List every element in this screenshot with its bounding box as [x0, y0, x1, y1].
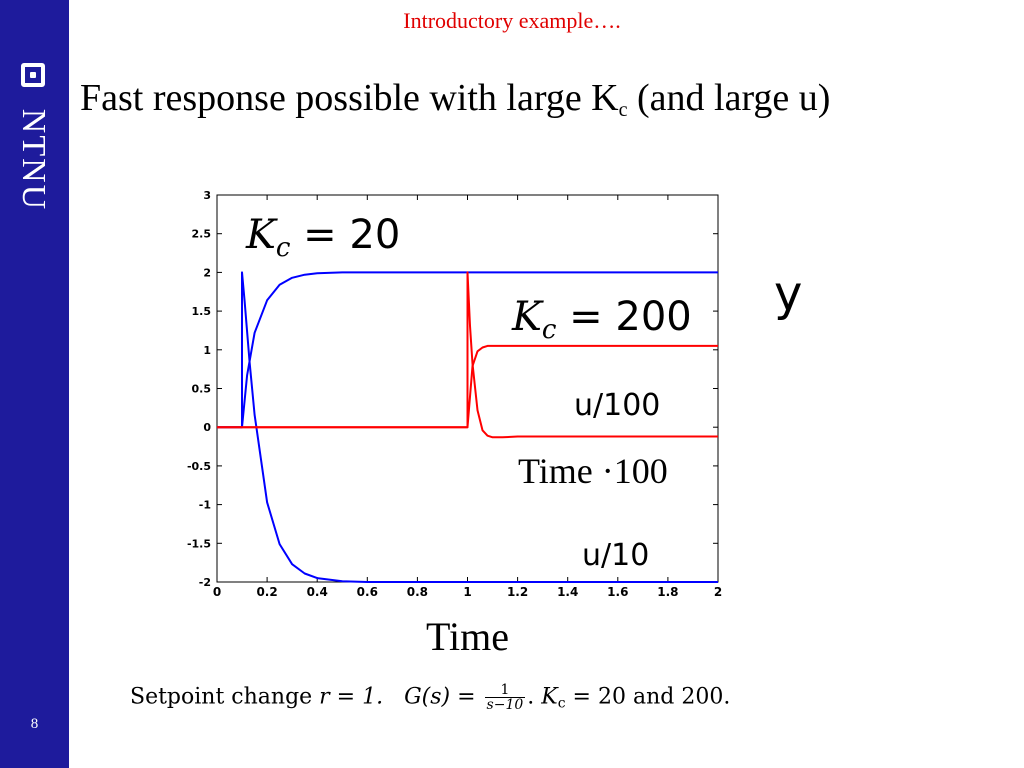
sidebar: NTNU 8: [0, 0, 69, 768]
title-subscript: c: [618, 99, 628, 121]
fraction-denominator: s−10: [486, 697, 524, 713]
section-title: Introductory example….: [403, 8, 621, 33]
title-tail: (and large u): [627, 77, 831, 119]
y-tick-label: -1.5: [187, 537, 211, 550]
x-tick-label: 1.2: [507, 585, 528, 599]
x-tick-label: 0.4: [307, 585, 328, 599]
x-axis-label: Time: [426, 614, 509, 659]
caption-kc-sub: c: [557, 695, 566, 712]
slide-title: Fast response possible with large Kc (an…: [80, 76, 830, 122]
annotation-kc20: Kc = 20: [245, 212, 400, 263]
caption-r-eq: r = 1.: [319, 684, 384, 710]
y-tick-label: 2: [203, 266, 211, 279]
logo-text: NTNU: [15, 108, 52, 212]
caption-part1: Setpoint change: [130, 684, 320, 710]
ntnu-logo-icon: [21, 63, 45, 87]
page-number: 8: [30, 716, 39, 732]
response-chart: 0 0.2 0.4 0.6 0.8 1 1.2 1.4 1.6 1.8 2 3 2.5 2 1.5 1 0.5 0…: [187, 189, 802, 659]
annotation-u100: u/100: [574, 388, 660, 423]
y-tick-label: 1.5: [192, 305, 212, 318]
annotation-kc200: Kc = 200: [511, 294, 692, 345]
annotation-u10: u/10: [582, 538, 649, 573]
series-line-4: [217, 271, 718, 439]
x-tick-label: 0: [213, 585, 221, 599]
caption-kc: K: [541, 684, 558, 710]
fraction-numerator: 1: [484, 683, 526, 698]
y-tick-label: 2.5: [192, 228, 212, 241]
y-tick-label: -1: [199, 499, 211, 512]
x-tick-label: 0.8: [407, 585, 428, 599]
y-tick-label: -0.5: [187, 460, 211, 473]
series-line-2: [217, 271, 718, 583]
transfer-function-fraction: 1 s−10: [484, 683, 526, 713]
x-tick-label: 2: [714, 585, 722, 599]
x-tick-label: 1.4: [557, 585, 578, 599]
caption-part2: .: [527, 684, 542, 710]
y-tick-label: 3: [203, 189, 211, 202]
x-tick-label: 1.6: [607, 585, 628, 599]
caption: Setpoint change r = 1. G(s) = 1 s−10. Kc …: [130, 683, 730, 712]
x-tick-label: 1: [463, 585, 471, 599]
y-tick-label: 0: [203, 421, 211, 434]
annotation-time100: Time ·100: [518, 451, 668, 491]
y-tick-label: 1: [203, 344, 211, 357]
caption-part3: = 20 and 200.: [565, 684, 731, 710]
y-tick-label: 0.5: [192, 383, 212, 396]
x-tick-label: 0.2: [256, 585, 277, 599]
x-tick-label: 0.6: [357, 585, 378, 599]
x-tick-label: 1.8: [657, 585, 678, 599]
title-main: Fast response possible with large K: [80, 77, 619, 119]
annotation-y: y: [774, 266, 802, 322]
y-tick-label: -2: [199, 576, 211, 589]
caption-g-label: G(s) =: [404, 684, 483, 710]
